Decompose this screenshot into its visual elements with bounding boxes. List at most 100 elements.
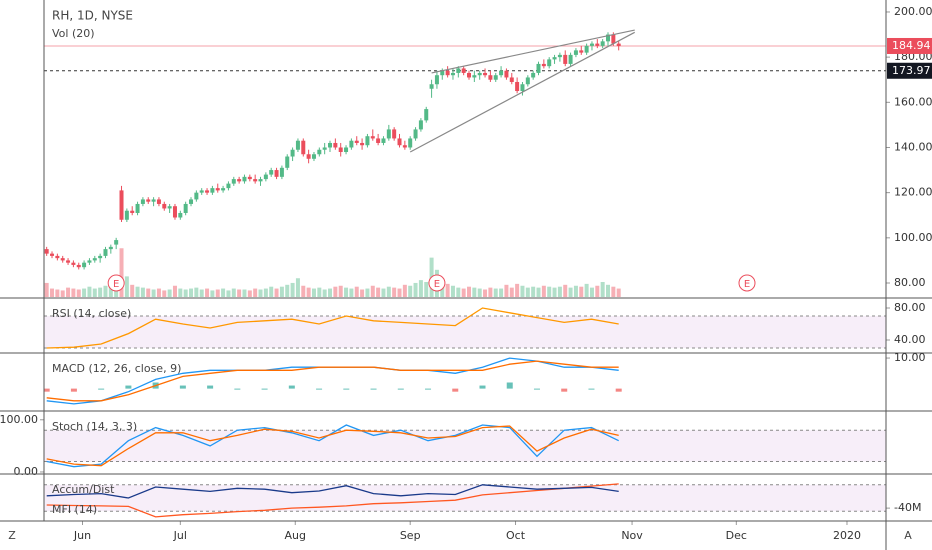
y-tick-label: 0.00 [14,465,39,478]
candle-body [333,142,338,148]
indicator-band [44,430,886,462]
volume-bar [247,290,252,297]
volume-label: Vol (20) [52,27,95,40]
candle-body [290,149,295,157]
histogram-bar [479,385,486,389]
candle-body [408,138,413,148]
earnings-marker [428,274,446,292]
volume-bar [71,288,76,297]
candle-body [135,203,140,213]
volume-bar [349,288,354,297]
volume-bar [531,286,536,297]
candle-body [568,54,573,64]
candle-body [365,136,370,146]
candle-body [103,249,108,256]
volume-bar [322,289,327,297]
volume-bar [274,288,279,297]
candle-body [258,179,263,182]
volume-bar [82,288,87,297]
candle-body [616,43,621,46]
candle-body [44,249,49,254]
volume-bar [354,286,359,297]
candle-body [600,41,605,46]
volume-bar [285,284,290,297]
x-tick-label: 2020 [833,529,861,542]
candle-body [547,59,552,67]
candle-body [221,188,226,191]
volume-bar [215,289,220,297]
volume-bar [269,286,274,297]
level-label: 173.97 [892,64,931,77]
candle-body [595,43,600,46]
histogram-bar [179,385,186,389]
earnings-label: E [434,279,440,290]
candle-body [424,109,429,121]
volume-bar [595,285,600,297]
candle-body [108,246,113,250]
candle-body [541,63,546,67]
volume-bar [402,284,407,297]
earnings-label: E [113,279,119,290]
volume-bar [226,290,231,297]
volume-bar [55,289,60,297]
candle-body [322,147,327,150]
volume-bar [392,287,397,297]
histogram-bar [343,388,350,390]
histogram-bar [125,385,132,389]
volume-bar [573,285,578,297]
volume-bar [381,288,386,297]
indicator-line [46,424,619,468]
candle-body [611,34,616,44]
volume-bar [103,285,108,297]
candle-body [515,81,520,92]
candle-body [370,136,375,139]
candle-body [76,264,81,268]
y-tick-label: 120.00 [894,186,932,199]
candle-body [450,72,455,76]
volume-bar [263,288,268,297]
x-tick-label: Sep [400,529,421,542]
volume-bar [536,287,541,297]
x-tick-label: Jun [73,529,91,542]
volume-bar [194,287,199,297]
indicator-line [46,484,619,499]
volume-bar [360,289,365,297]
candle-body [269,170,274,175]
candle-body [253,179,258,182]
indicator-label: MACD (12, 26, close, 9) [52,362,181,375]
corner-button[interactable]: Z [8,529,16,542]
volume-bar [606,284,611,297]
volume-bar [477,288,482,297]
histogram-bar [588,388,595,390]
volume-bar [376,287,381,297]
volume-bar [547,286,552,297]
candle-body [199,190,204,193]
volume-bar [370,285,375,297]
candle-body [472,75,477,78]
candle-body [440,70,445,76]
volume-bar [344,287,349,297]
volume-bar [50,288,55,297]
histogram-bar [397,388,404,390]
corner-button[interactable]: A [904,529,912,542]
candle-body [66,260,71,263]
volume-bar [333,286,338,297]
y-tick-label: 10.00 [894,351,926,364]
volume-bar [365,288,370,297]
indicator-line [46,360,619,402]
histogram-bar [561,388,568,392]
candle-body [461,68,466,73]
histogram-bar [425,388,432,390]
volume-bar [472,287,477,297]
volume-bar [541,285,546,297]
candle-body [349,140,354,148]
volume-bar [199,289,204,297]
candle-body [338,147,343,153]
candle-body [606,34,611,42]
volume-bar [413,282,418,297]
earnings-label: E [744,279,750,290]
volume-bar [328,288,333,297]
volume-bar [66,287,71,297]
